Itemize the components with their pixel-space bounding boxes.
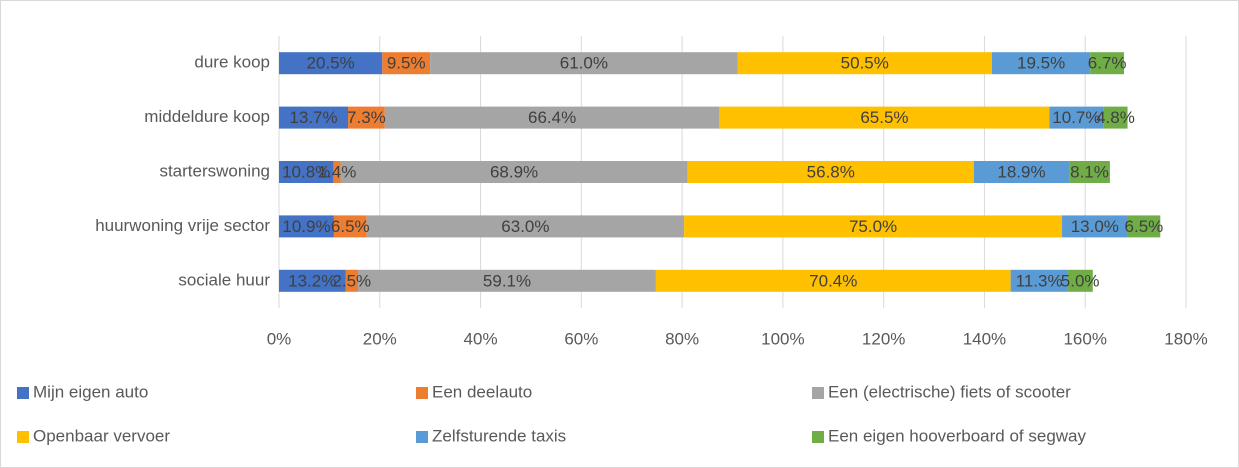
bar-segment: [1069, 161, 1110, 183]
data-label: 50.5%: [841, 54, 889, 73]
legend-swatch: [17, 387, 29, 399]
bar-segment: [1067, 269, 1093, 292]
bar-segment: [333, 161, 341, 183]
data-label: 6.5%: [1125, 217, 1164, 236]
legend-label: Mijn eigen auto: [33, 382, 148, 401]
data-label: 18.9%: [997, 162, 1045, 181]
x-tick-label: 40%: [464, 329, 498, 348]
data-label: 11.3%: [1016, 271, 1063, 290]
bar-segment: [340, 161, 688, 183]
x-tick-label: 60%: [564, 329, 598, 348]
legend-swatch: [17, 431, 29, 443]
bar-segment: [279, 215, 334, 238]
legend-label: Een (electrische) fiets of scooter: [828, 382, 1071, 401]
data-labels: 20.5% 9.5% 61.0% 50.5% 19.5% 6.7% 13.7% 7.3% 66.…: [282, 54, 1163, 291]
bar-segment: [687, 161, 974, 183]
y-tick-label: dure koop: [194, 53, 270, 72]
bar-segment: [1103, 106, 1128, 129]
data-label: 70.4%: [809, 271, 857, 290]
bar-segment: [1049, 106, 1104, 129]
bar-segment: [1062, 215, 1128, 238]
data-label: 10.8%: [282, 162, 330, 181]
bar-segment: [382, 52, 431, 75]
bar-segment: [1127, 215, 1161, 238]
legend-swatch: [812, 387, 824, 399]
data-label: 13.0%: [1071, 217, 1119, 236]
bar-segment: [992, 52, 1091, 75]
data-label: 13.7%: [289, 108, 337, 127]
data-label: 8.1%: [1070, 162, 1109, 181]
bar-segment: [719, 106, 1050, 129]
data-label: 19.5%: [1017, 54, 1065, 73]
data-label: 68.9%: [490, 162, 538, 181]
data-label: 10.7%: [1052, 108, 1100, 127]
bar-segment: [684, 215, 1063, 238]
legend-label: Openbaar vervoer: [33, 426, 170, 445]
legend-label: Een deelauto: [432, 382, 532, 401]
data-label: 59.1%: [483, 271, 531, 290]
bar-segment: [1090, 52, 1125, 75]
data-label: 6.7%: [1088, 54, 1127, 73]
bar-segment: [279, 269, 346, 292]
data-label: 65.5%: [860, 108, 908, 127]
legend-swatch: [812, 431, 824, 443]
bar-segment: [279, 161, 334, 183]
data-label: 10.9%: [282, 217, 330, 236]
bar-segment: [345, 269, 359, 292]
bar-segment: [655, 269, 1011, 292]
bar-segment: [279, 52, 383, 75]
legend-swatch: [416, 431, 428, 443]
legend-label: Een eigen hooverboard of segway: [828, 426, 1087, 445]
data-label: 66.4%: [528, 108, 576, 127]
y-tick-label: huurwoning vrije sector: [95, 216, 270, 235]
x-tick-label: 140%: [963, 329, 1006, 348]
y-tick-label: sociale huur: [178, 270, 270, 289]
data-label: 63.0%: [501, 217, 549, 236]
bar-segment: [333, 215, 367, 238]
bar-segment: [358, 269, 656, 292]
data-label: 1.4%: [318, 162, 357, 181]
bar-segment: [737, 52, 993, 75]
bar-segment: [1010, 269, 1068, 292]
data-label: 75.0%: [849, 217, 897, 236]
x-tick-label: 120%: [862, 329, 905, 348]
data-label: 4.8%: [1096, 108, 1135, 127]
x-tick-label: 0%: [267, 329, 292, 348]
bar-segment: [348, 106, 385, 129]
data-label: 6.5%: [331, 217, 370, 236]
data-label: 61.0%: [560, 54, 608, 73]
x-tick-label: 20%: [363, 329, 397, 348]
data-label: 13.2%: [288, 271, 336, 290]
x-tick-label: 100%: [761, 329, 804, 348]
bar-segment: [279, 106, 349, 129]
legend-swatch: [416, 387, 428, 399]
data-label: 2.5%: [332, 271, 371, 290]
x-tick-label: 180%: [1164, 329, 1207, 348]
y-tick-label: middeldure koop: [144, 107, 270, 126]
bar-segment: [973, 161, 1070, 183]
bar-segment: [430, 52, 738, 75]
data-label: 9.5%: [387, 54, 426, 73]
data-label: 56.8%: [807, 162, 855, 181]
bar-segment: [366, 215, 685, 238]
x-tick-label: 80%: [665, 329, 699, 348]
data-label: 5.0%: [1061, 271, 1100, 290]
bar-segment: [384, 106, 720, 129]
y-tick-label: starterswoning: [159, 161, 270, 180]
data-label: 20.5%: [307, 54, 355, 73]
data-label: 7.3%: [347, 108, 386, 127]
legend-label: Zelfsturende taxis: [432, 426, 566, 445]
x-tick-label: 160%: [1063, 329, 1106, 348]
